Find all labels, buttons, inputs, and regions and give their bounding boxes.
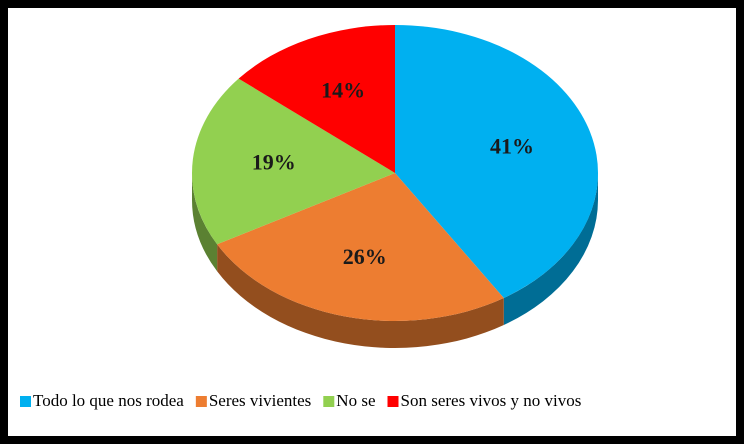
legend: Todo lo que nos rodea Seres vivientes No s… [20, 391, 581, 410]
pie-slice [217, 173, 504, 321]
legend-swatch [20, 396, 31, 407]
pie-sides [192, 173, 598, 348]
legend-swatch [195, 396, 207, 407]
data-label: 14% [321, 78, 365, 103]
pie-side [217, 244, 504, 348]
pie-slice [395, 25, 598, 298]
pie-tops [191, 25, 598, 321]
data-label: 26% [343, 244, 387, 269]
legend-label: Todo lo que nos rodea [33, 391, 184, 410]
pie-side [503, 173, 598, 325]
pie-side [192, 173, 218, 272]
legend-label: Son seres vivos y no vivos [401, 391, 582, 410]
data-labels: 41% 26% 19% 14% [252, 78, 534, 269]
legend-swatch [387, 396, 399, 407]
pie-slice [238, 25, 395, 173]
data-label: 19% [252, 150, 296, 175]
data-label: 41% [490, 133, 534, 158]
legend-label: Seres vivientes [209, 391, 311, 410]
legend-label: No se [336, 391, 375, 410]
legend-swatch [323, 396, 335, 407]
pie-slice [191, 78, 395, 245]
